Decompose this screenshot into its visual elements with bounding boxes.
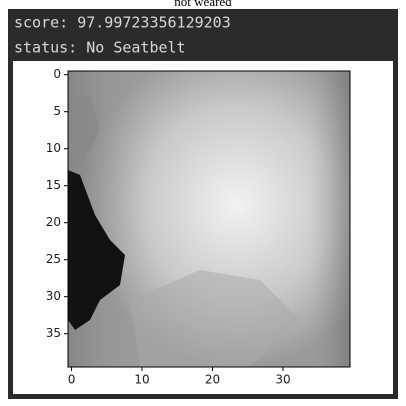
y-tick-label: 25	[46, 252, 61, 266]
page: not weared score: 97.99723356129203 stat…	[0, 0, 406, 406]
y-tick-label: 35	[46, 326, 61, 340]
y-tick-label: 15	[46, 178, 61, 192]
y-tick-label: 0	[53, 67, 61, 81]
image	[68, 71, 350, 367]
y-tick-label: 10	[46, 141, 61, 155]
y-tick-label: 20	[46, 215, 61, 229]
plot-title: not weared	[174, 0, 232, 9]
x-tick-label: 0	[68, 373, 76, 387]
score-text: score: 97.99723356129203	[14, 14, 231, 32]
x-tick-label: 30	[275, 373, 290, 387]
x-tick-label: 10	[134, 373, 149, 387]
y-tick-label: 5	[53, 104, 61, 118]
y-tick-label: 30	[46, 289, 61, 303]
status-text: status: No Seatbelt	[14, 39, 186, 57]
screenshot: not weared score: 97.99723356129203 stat…	[0, 0, 406, 406]
x-tick-label: 20	[205, 373, 220, 387]
